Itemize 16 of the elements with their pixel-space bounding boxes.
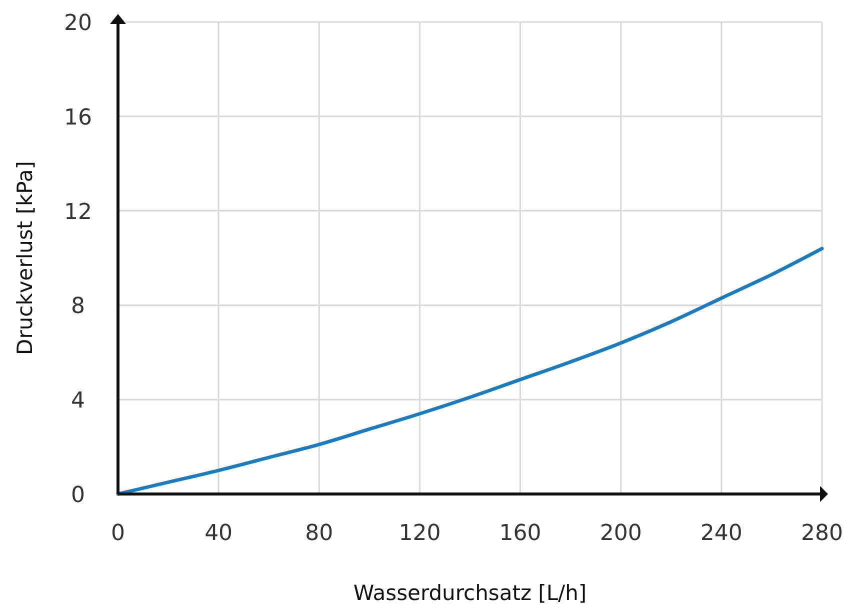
- x-tick-label: 200: [600, 521, 642, 546]
- x-axis-title: Wasserdurchsatz [L/h]: [353, 581, 587, 605]
- x-tick-label: 0: [111, 521, 125, 546]
- y-axis-title: Druckverlust [kPa]: [13, 161, 37, 355]
- x-tick-label: 40: [204, 521, 233, 546]
- y-tick-label: 4: [71, 388, 85, 414]
- y-tick-label: 8: [71, 294, 85, 320]
- y-tick-label: 16: [64, 105, 92, 130]
- y-tick-label: 20: [64, 11, 92, 36]
- x-tick-label: 240: [700, 521, 742, 546]
- x-tick-label: 280: [801, 521, 843, 546]
- x-tick-label: 160: [499, 521, 542, 546]
- y-tick-label: 0: [71, 483, 85, 508]
- x-tick-label: 120: [398, 521, 441, 546]
- y-tick-label: 12: [64, 200, 92, 225]
- x-tick-label: 80: [305, 521, 334, 546]
